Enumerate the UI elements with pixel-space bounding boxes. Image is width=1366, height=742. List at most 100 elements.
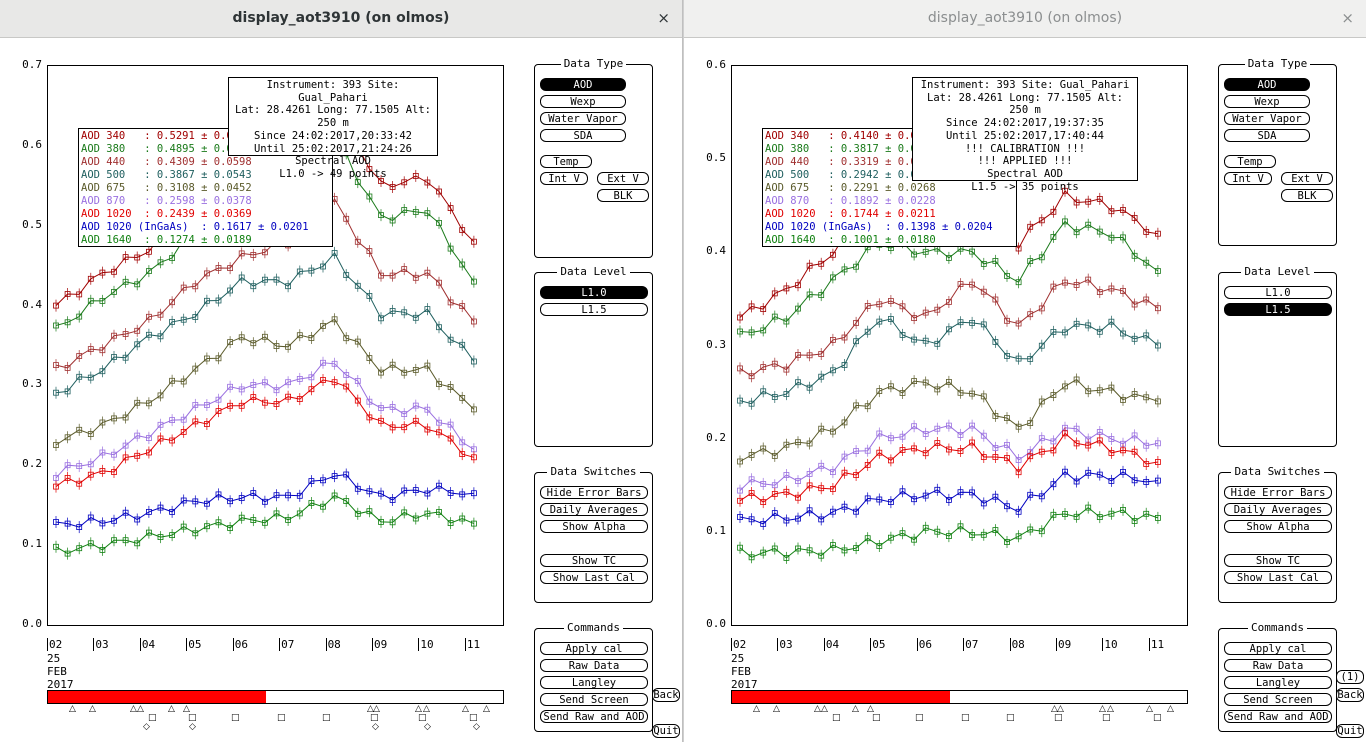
square-icon: □ xyxy=(418,713,427,723)
x-tick-label: 02 xyxy=(47,638,63,651)
info-line: Spectral AOD xyxy=(295,155,371,168)
daily-averages-button[interactable]: Daily Averages xyxy=(540,503,648,516)
level-l15-button[interactable]: L1.5 xyxy=(540,303,648,316)
level-l10-button[interactable]: L1.0 xyxy=(540,286,648,299)
int-v-button[interactable]: Int V xyxy=(1224,172,1272,185)
show-alpha-button[interactable]: Show Alpha xyxy=(1224,520,1332,533)
square-icon: □ xyxy=(915,713,924,723)
square-icon: □ xyxy=(1006,713,1015,723)
titlebar[interactable]: display_aot3910 (on olmos) × xyxy=(684,0,1366,38)
legend-entry: AOD 440 : 0.4309 ± 0.0598 xyxy=(81,156,252,168)
x-tick-label: 09 xyxy=(372,638,388,651)
langley-button[interactable]: Langley xyxy=(1224,676,1332,689)
time-range-bar[interactable] xyxy=(47,690,504,704)
show-tc-button[interactable]: Show TC xyxy=(540,554,648,567)
x-tick-label: 02 xyxy=(731,638,747,651)
triangle-icon: △ xyxy=(462,704,469,714)
info-line: Since 24:02:2017,19:37:35 xyxy=(945,117,1105,130)
triangle-icon: △ xyxy=(183,704,190,714)
blk-button[interactable]: BLK xyxy=(1281,189,1333,202)
diamond-icon: ◇ xyxy=(143,722,150,732)
aod-button[interactable]: AOD xyxy=(540,78,626,91)
info-line: L1.5 -> 35 points xyxy=(971,180,1079,193)
x-tick-label: 08 xyxy=(1009,638,1025,651)
y-tick-label: 0.4 xyxy=(22,297,42,311)
temp-button[interactable]: Temp xyxy=(540,155,592,168)
y-tick-label: 0.3 xyxy=(22,377,42,391)
level-l10-button[interactable]: L1.0 xyxy=(1224,286,1332,299)
close-icon[interactable]: × xyxy=(657,9,670,27)
water-vapor-button[interactable]: Water Vapor xyxy=(540,112,626,125)
badge-count: (1) xyxy=(1336,670,1364,684)
time-range-bar[interactable] xyxy=(731,690,1188,704)
square-icon: □ xyxy=(1153,713,1162,723)
sda-button[interactable]: SDA xyxy=(540,129,626,142)
sda-button[interactable]: SDA xyxy=(1224,129,1310,142)
x-tick-label: 08 xyxy=(325,638,341,651)
legend-entry: AOD 1020 : 0.1744 ± 0.0211 xyxy=(765,208,936,220)
raw-data-button[interactable]: Raw Data xyxy=(540,659,648,672)
ext-v-button[interactable]: Ext V xyxy=(1281,172,1333,185)
water-vapor-button[interactable]: Water Vapor xyxy=(1224,112,1310,125)
square-icon: □ xyxy=(277,713,286,723)
show-alpha-button[interactable]: Show Alpha xyxy=(540,520,648,533)
send-raw-aod-button[interactable]: Send Raw and AOD xyxy=(540,710,648,723)
x-tick-label: 10 xyxy=(418,638,434,651)
x-tick-label: 05 xyxy=(186,638,202,651)
temp-button[interactable]: Temp xyxy=(1224,155,1276,168)
square-icon: □ xyxy=(872,713,881,723)
x-sub-month: FEB xyxy=(47,665,67,678)
langley-button[interactable]: Langley xyxy=(540,676,648,689)
back-button[interactable]: Back xyxy=(652,688,680,702)
window-title: display_aot3910 (on olmos) xyxy=(927,10,1123,26)
show-last-cal-button[interactable]: Show Last Cal xyxy=(540,571,648,584)
level-l15-button[interactable]: L1.5 xyxy=(1224,303,1332,316)
wexp-button[interactable]: Wexp xyxy=(1224,95,1310,108)
aod-button[interactable]: AOD xyxy=(1224,78,1310,91)
quit-button[interactable]: Quit xyxy=(1336,724,1364,738)
send-screen-button[interactable]: Send Screen xyxy=(540,693,648,706)
commands-title: Commands xyxy=(564,621,623,634)
square-icon: □ xyxy=(1102,713,1111,723)
apply-cal-button[interactable]: Apply cal xyxy=(540,642,648,655)
info-line: Since 24:02:2017,20:33:42 xyxy=(253,129,413,142)
legend-entry: AOD 870 : 0.1892 ± 0.0228 xyxy=(765,195,936,207)
info-line: !!! APPLIED !!! xyxy=(977,155,1073,168)
diamond-icon: ◇ xyxy=(189,722,196,732)
y-tick-label: 0.6 xyxy=(22,137,42,151)
int-v-button[interactable]: Int V xyxy=(540,172,588,185)
ext-v-button[interactable]: Ext V xyxy=(597,172,649,185)
triangle-icon: △ xyxy=(423,704,430,714)
x-tick-label: 11 xyxy=(464,638,481,651)
y-tick-label: 0.2 xyxy=(706,430,726,444)
wexp-button[interactable]: Wexp xyxy=(540,95,626,108)
info-line: L1.0 -> 49 points xyxy=(279,167,387,180)
show-tc-button[interactable]: Show TC xyxy=(1224,554,1332,567)
data-level-title: Data Level xyxy=(557,265,630,278)
x-sub-month: FEB xyxy=(731,665,751,678)
raw-data-button[interactable]: Raw Data xyxy=(1224,659,1332,672)
close-icon[interactable]: × xyxy=(1341,9,1354,27)
triangle-icon: △ xyxy=(1107,704,1114,714)
send-raw-aod-button[interactable]: Send Raw and AOD xyxy=(1224,710,1332,723)
triangle-icon: △ xyxy=(69,704,76,714)
data-level-panel: Data Level L1.0 L1.5 xyxy=(534,265,653,447)
quit-button[interactable]: Quit xyxy=(652,724,680,738)
show-last-cal-button[interactable]: Show Last Cal xyxy=(1224,571,1332,584)
triangle-icon: △ xyxy=(753,704,760,714)
window-left: display_aot3910 (on olmos) × 0.7 0.6 0.5 0.… xyxy=(0,0,683,742)
hide-error-bars-button[interactable]: Hide Error Bars xyxy=(1224,486,1332,499)
hide-error-bars-button[interactable]: Hide Error Bars xyxy=(540,486,648,499)
window-title: display_aot3910 (on olmos) xyxy=(232,10,450,26)
square-icon: □ xyxy=(231,713,240,723)
x-tick-label: 09 xyxy=(1056,638,1072,651)
series-line xyxy=(739,424,1159,491)
triangle-icon: △ xyxy=(130,704,137,714)
send-screen-button[interactable]: Send Screen xyxy=(1224,693,1332,706)
apply-cal-button[interactable]: Apply cal xyxy=(1224,642,1332,655)
back-button[interactable]: Back xyxy=(1336,688,1364,702)
blk-button[interactable]: BLK xyxy=(597,189,649,202)
legend-entry: AOD 675 : 0.2291 ± 0.0268 xyxy=(765,182,936,194)
daily-averages-button[interactable]: Daily Averages xyxy=(1224,503,1332,516)
titlebar[interactable]: display_aot3910 (on olmos) × xyxy=(0,0,682,38)
